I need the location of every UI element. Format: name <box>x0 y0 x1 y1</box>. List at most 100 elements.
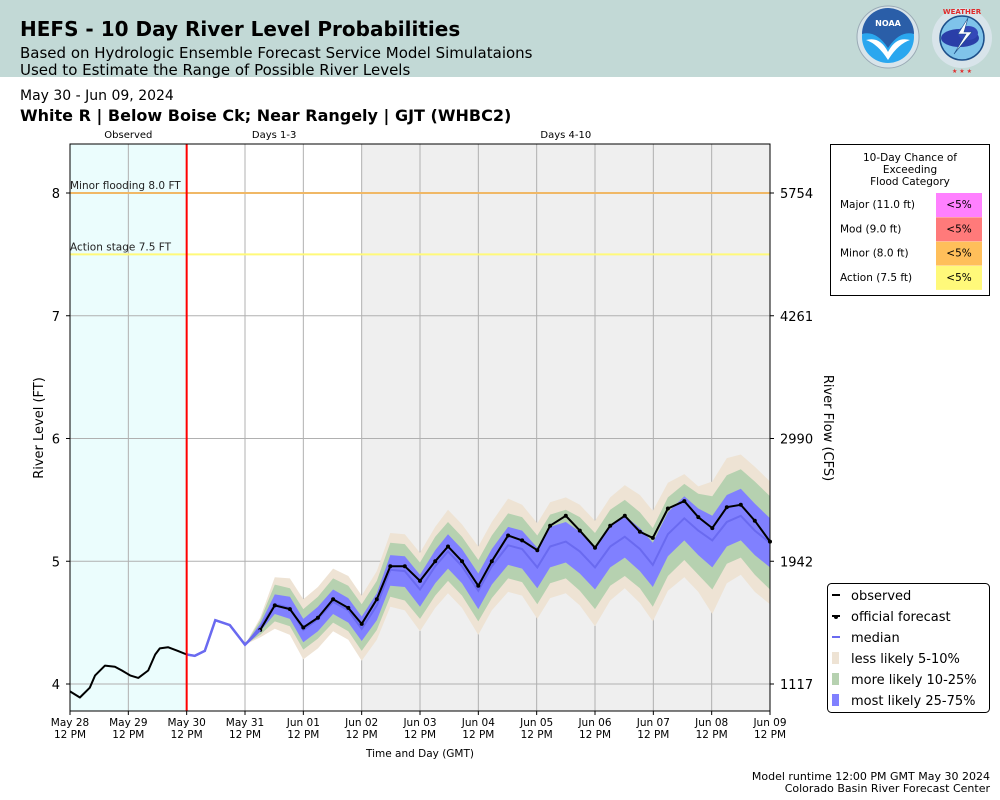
flood-category-label: Mod (9.0 ft) <box>840 223 901 235</box>
legend-swatch <box>832 652 839 664</box>
flood-category-label: Major (11.0 ft) <box>840 199 915 211</box>
period-label: Days 1-3 <box>252 130 296 141</box>
forecast-point <box>446 544 450 549</box>
y-tick-label: 7 <box>52 310 60 325</box>
x-tick-label-date: Jun 06 <box>577 717 611 729</box>
x-tick-label-date: Jun 02 <box>344 717 378 729</box>
legend-label: less likely 5-10% <box>851 652 960 667</box>
forecast-point <box>665 506 670 511</box>
x-tick-label-time: 12 PM <box>521 729 553 741</box>
x-tick-label-time: 12 PM <box>462 729 494 741</box>
page-title: HEFS - 10 Day River Level Probabilities <box>20 17 461 41</box>
forecast-point <box>535 548 540 553</box>
x-tick-label-date: May 29 <box>109 717 147 729</box>
x-tick-label-time: 12 PM <box>287 729 319 741</box>
observed-line <box>69 646 188 699</box>
x-tick-label-date: Jun 08 <box>694 717 728 729</box>
forecast-point <box>374 597 379 602</box>
x-tick-label-date: Jun 07 <box>636 717 670 729</box>
forecast-point <box>724 505 729 510</box>
forecast-point <box>593 545 597 550</box>
svg-text:WEATHER: WEATHER <box>943 8 982 16</box>
flood-table-title: 10-Day Chance of <box>863 152 957 164</box>
station-name: White R | Below Boise Ck; Near Rangely |… <box>20 106 512 125</box>
forecast-point <box>682 499 687 504</box>
page-subtitle-2: Used to Estimate the Range of Possible R… <box>20 61 411 79</box>
threshold-label: Action stage 7.5 FT <box>70 241 172 253</box>
svg-text:★ ★ ★: ★ ★ ★ <box>952 68 972 75</box>
y2-tick-label: 1117 <box>780 678 813 693</box>
forecast-point <box>489 559 494 564</box>
forecast-point <box>650 535 655 540</box>
flood-chance-value: <5% <box>946 272 971 284</box>
flood-chance-value: <5% <box>946 199 971 211</box>
x-axis-label: Time and Day (GMT) <box>365 748 474 760</box>
x-tick-label-time: 12 PM <box>696 729 728 741</box>
header-banner: HEFS - 10 Day River Level Probabilities … <box>0 0 1000 79</box>
legend-item: most likely 25-75% <box>832 694 975 709</box>
x-tick-label-time: 12 PM <box>54 729 86 741</box>
forecast-point <box>460 559 464 564</box>
nws-logo: WEATHER ★ ★ ★ <box>932 8 992 75</box>
legend-label: most likely 25-75% <box>851 694 975 709</box>
legend-item: official forecast <box>832 610 951 625</box>
forecast-point <box>738 502 743 507</box>
forecast-point <box>710 526 715 531</box>
forecast-point <box>346 605 351 610</box>
y-tick-label: 8 <box>52 187 60 202</box>
x-tick-label-time: 12 PM <box>171 729 203 741</box>
x-tick-label-date: May 30 <box>167 717 205 729</box>
flood-chance-value: <5% <box>946 248 971 260</box>
x-tick-label-time: 12 PM <box>579 729 611 741</box>
x-tick-label-date: Jun 03 <box>402 717 436 729</box>
forecast-point <box>622 513 627 518</box>
forecast-point <box>637 529 642 534</box>
date-range: May 30 - Jun 09, 2024 <box>20 88 174 104</box>
x-tick-label-time: 12 PM <box>754 729 786 741</box>
legend-label: median <box>851 631 900 646</box>
y2-tick-label: 5754 <box>780 187 813 202</box>
forecast-point <box>433 559 438 564</box>
y2-tick-label: 1942 <box>780 555 813 570</box>
forecast-point <box>608 523 613 528</box>
legend-swatch <box>832 694 839 706</box>
x-tick-label-date: Jun 09 <box>752 717 786 729</box>
forecast-point <box>272 603 277 608</box>
y-tick-label: 6 <box>52 433 60 448</box>
forecast-point <box>696 515 701 520</box>
period-label: Days 4-10 <box>540 130 591 141</box>
forecast-center: Colorado Basin River Forecast Center <box>784 782 990 795</box>
legend-item: less likely 5-10% <box>832 652 960 667</box>
x-tick-label-date: May 28 <box>51 717 89 729</box>
legend-swatch <box>832 673 839 685</box>
model-runtime: Model runtime 12:00 PM GMT May 30 2024 <box>751 770 990 783</box>
flood-category-label: Minor (8.0 ft) <box>840 248 909 260</box>
flood-table-title: Exceeding <box>883 164 937 176</box>
x-tick-label-date: Jun 05 <box>519 717 553 729</box>
x-tick-label-time: 12 PM <box>229 729 261 741</box>
forecast-point <box>563 513 568 518</box>
y-tick-label: 5 <box>52 555 60 570</box>
flood-chance-cell <box>936 265 982 290</box>
forecast-point <box>331 597 336 602</box>
legend-label: official forecast <box>851 610 951 625</box>
flood-chance-value: <5% <box>946 223 971 235</box>
y2-tick-label: 2990 <box>780 433 813 448</box>
flood-table-title: Flood Category <box>870 176 950 188</box>
forecast-point <box>301 625 306 630</box>
y-tick-label: 4 <box>52 678 60 693</box>
page-subtitle-1: Based on Hydrologic Ensemble Forecast Se… <box>20 44 533 62</box>
x-tick-label-date: May 31 <box>226 717 264 729</box>
noaa-logo: NOAA <box>856 5 920 69</box>
x-tick-label-date: Jun 04 <box>461 717 495 729</box>
legend-item: median <box>832 631 900 646</box>
official-forecast-line <box>259 499 771 631</box>
forecast-point <box>418 578 422 583</box>
y-axis-label: River Level (FT) <box>32 377 47 479</box>
forecast-point <box>402 564 407 569</box>
flood-chance-cell <box>936 241 982 266</box>
forecast-point <box>520 538 525 543</box>
legend-marker <box>834 615 838 619</box>
x-tick-label-time: 12 PM <box>637 729 669 741</box>
